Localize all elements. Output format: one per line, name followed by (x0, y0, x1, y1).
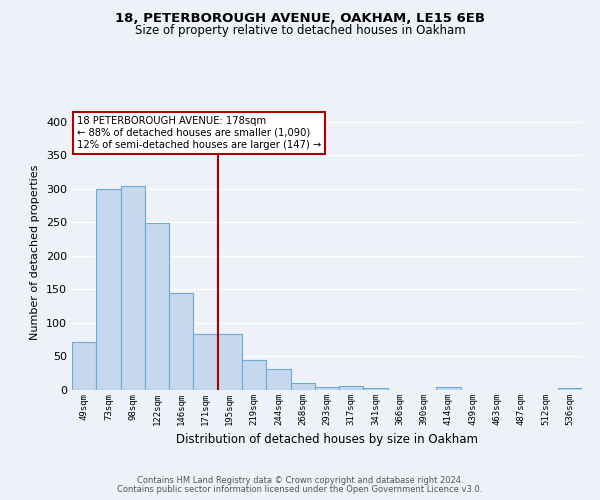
Bar (315, 386, 339, 390)
Bar (290, 384, 315, 390)
Bar (558, 388, 582, 390)
Text: Contains public sector information licensed under the Open Government Licence v3: Contains public sector information licen… (118, 485, 482, 494)
Text: 18, PETERBOROUGH AVENUE, OAKHAM, LE15 6EB: 18, PETERBOROUGH AVENUE, OAKHAM, LE15 6E… (115, 12, 485, 26)
Bar (339, 386, 364, 390)
Bar (364, 388, 388, 390)
Bar (169, 292, 193, 390)
Bar (218, 334, 242, 390)
Bar (96, 190, 121, 390)
X-axis label: Distribution of detached houses by size in Oakham: Distribution of detached houses by size … (176, 434, 478, 446)
Text: 18 PETERBOROUGH AVENUE: 178sqm
← 88% of detached houses are smaller (1,090)
12% : 18 PETERBOROUGH AVENUE: 178sqm ← 88% of … (77, 116, 322, 150)
Bar (242, 360, 266, 390)
Bar (193, 334, 218, 390)
Bar (145, 223, 169, 390)
Text: Contains HM Land Registry data © Crown copyright and database right 2024.: Contains HM Land Registry data © Crown c… (137, 476, 463, 485)
Bar (436, 388, 461, 390)
Y-axis label: Number of detached properties: Number of detached properties (31, 165, 40, 340)
Bar (121, 186, 145, 390)
Bar (266, 368, 290, 390)
Bar (72, 342, 96, 390)
Text: Size of property relative to detached houses in Oakham: Size of property relative to detached ho… (134, 24, 466, 37)
